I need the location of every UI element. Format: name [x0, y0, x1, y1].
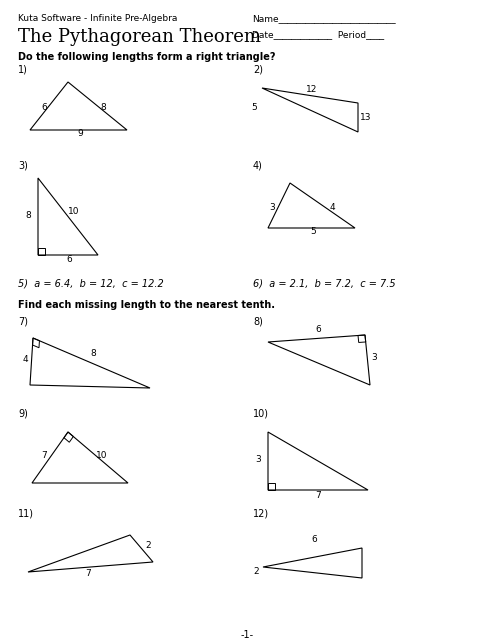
Text: 8: 8	[25, 211, 31, 220]
Text: 13: 13	[360, 113, 372, 122]
Text: The Pythagorean Theorem: The Pythagorean Theorem	[18, 28, 261, 46]
Text: 2: 2	[145, 541, 151, 550]
Text: 7: 7	[85, 568, 91, 577]
Text: 11): 11)	[18, 508, 34, 518]
Text: Date_____________  Period____: Date_____________ Period____	[252, 30, 384, 39]
Text: 5)  a = 6.4,  b = 12,  c = 12.2: 5) a = 6.4, b = 12, c = 12.2	[18, 278, 164, 288]
Text: 9): 9)	[18, 408, 28, 418]
Text: 5: 5	[310, 227, 316, 237]
Text: 7: 7	[41, 451, 47, 460]
Text: 7): 7)	[18, 316, 28, 326]
Text: 8): 8)	[253, 316, 263, 326]
Text: 6: 6	[311, 536, 317, 545]
Text: 10: 10	[96, 451, 108, 460]
Text: 12: 12	[306, 84, 318, 93]
Text: -1-: -1-	[241, 630, 254, 640]
Text: Kuta Software - Infinite Pre-Algebra: Kuta Software - Infinite Pre-Algebra	[18, 14, 177, 23]
Text: 2: 2	[253, 566, 259, 575]
Text: 10: 10	[68, 207, 80, 216]
Text: 12): 12)	[253, 508, 269, 518]
Text: 6: 6	[41, 104, 47, 113]
Text: 6)  a = 2.1,  b = 7.2,  c = 7.5: 6) a = 2.1, b = 7.2, c = 7.5	[253, 278, 396, 288]
Text: 4): 4)	[253, 160, 263, 170]
Text: 6: 6	[315, 326, 321, 335]
Text: 8: 8	[100, 104, 106, 113]
Text: 3): 3)	[18, 160, 28, 170]
Text: 6: 6	[66, 255, 72, 264]
Text: 1): 1)	[18, 64, 28, 74]
Text: 4: 4	[22, 355, 28, 365]
Text: 3: 3	[255, 456, 261, 465]
Text: 4: 4	[329, 202, 335, 211]
Text: 5: 5	[251, 104, 257, 113]
Text: 3: 3	[371, 353, 377, 362]
Text: Name__________________________: Name__________________________	[252, 14, 396, 23]
Text: 2): 2)	[253, 64, 263, 74]
Text: 7: 7	[315, 492, 321, 500]
Text: Find each missing length to the nearest tenth.: Find each missing length to the nearest …	[18, 300, 275, 310]
Text: 8: 8	[90, 349, 96, 358]
Text: 9: 9	[77, 129, 83, 138]
Text: Do the following lengths form a right triangle?: Do the following lengths form a right tr…	[18, 52, 276, 62]
Text: 10): 10)	[253, 408, 269, 418]
Text: 3: 3	[269, 202, 275, 211]
